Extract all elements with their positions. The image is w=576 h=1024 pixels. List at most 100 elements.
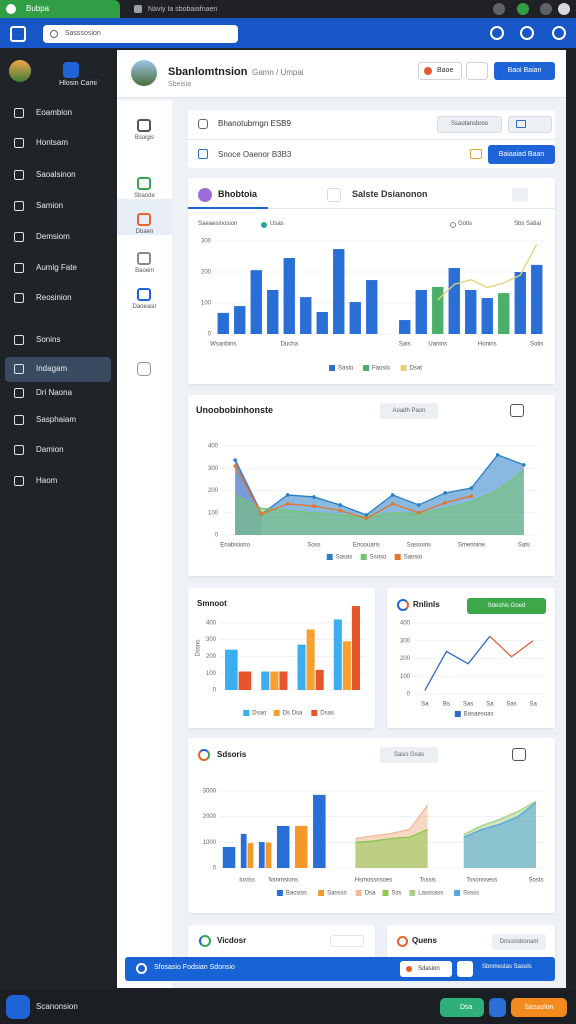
legend-label: Saosio (404, 555, 423, 561)
icon-button[interactable] (512, 188, 528, 202)
sidebar-item[interactable]: Hontsam (36, 138, 69, 147)
subnav-label[interactable]: Dbaen (135, 229, 154, 235)
window-icon[interactable] (493, 3, 505, 15)
primary-button[interactable]: Baoi Baian (494, 62, 555, 80)
banner-button[interactable]: Sdasion (400, 961, 452, 977)
taskbar-label[interactable]: Scanonsion (36, 1002, 78, 1011)
bar (351, 606, 360, 690)
x-tick-label: Sa (421, 702, 429, 708)
bar (465, 289, 477, 334)
search-input[interactable]: Sasssosion (43, 25, 238, 43)
x-tick-label: Tsssis (419, 878, 435, 884)
icon-button[interactable] (533, 188, 545, 202)
sidebar-item[interactable]: Dri Naona (36, 388, 73, 397)
secondary-button[interactable]: Baoe (418, 62, 462, 80)
sidebar-icon (14, 108, 24, 118)
filter-dropdown[interactable] (508, 116, 552, 133)
tab[interactable]: Naviy Ia sbobaiafnaen (148, 6, 218, 13)
line (463, 802, 537, 838)
x-tick-label: Honins (478, 342, 497, 348)
toolbar-icon[interactable] (490, 26, 504, 40)
icon-button[interactable] (466, 62, 488, 80)
bar (342, 641, 351, 690)
filter-button[interactable]: Ssaotansbroo (437, 116, 502, 133)
subnav-icon[interactable] (137, 362, 151, 376)
taskbar-app[interactable] (6, 995, 30, 1019)
sidebar-item[interactable]: Saoalsinon (36, 170, 76, 179)
profile-avatar[interactable] (9, 60, 31, 82)
tab-icon (134, 5, 142, 13)
panel-tab[interactable]: Salste Dsianonon (352, 189, 428, 199)
toolbar-icon[interactable] (520, 26, 534, 40)
taskbar-button[interactable] (489, 998, 506, 1017)
legend-swatch (329, 365, 335, 371)
action-button[interactable]: Sasis Gsas (380, 747, 438, 763)
subnav-icon[interactable] (137, 177, 151, 190)
toolbar-icon[interactable] (552, 26, 566, 40)
subnav-label[interactable]: Bsoigis (134, 135, 155, 141)
nav-button[interactable] (327, 188, 341, 202)
point (285, 502, 290, 506)
sidebar-item[interactable]: Reosinion (36, 293, 72, 302)
icon-button[interactable] (457, 961, 473, 977)
bar (234, 306, 246, 334)
legend-label: Sasas (336, 555, 353, 561)
sidebar-item[interactable]: Samion (36, 201, 64, 210)
x-tick-label: Sas (463, 702, 473, 708)
line (424, 635, 491, 691)
app-logo[interactable] (10, 26, 26, 42)
sidebar-item[interactable]: Indagam (36, 364, 68, 373)
x-tick-label: Sa (529, 702, 537, 708)
window-icon[interactable] (517, 3, 529, 15)
icon-button[interactable] (512, 748, 526, 761)
point (417, 510, 421, 515)
legend-swatch (355, 890, 362, 896)
filter-button[interactable]: Baiaaiad Baan (488, 145, 555, 164)
action-button[interactable]: Dnsoosbonam (492, 934, 546, 950)
bar (250, 270, 262, 334)
sidebar-item[interactable]: Damion (36, 445, 64, 454)
sidebar-item[interactable]: Aumig Fate (36, 263, 77, 272)
subnav-icon[interactable] (137, 252, 151, 265)
sidebar-item[interactable]: Demsiom (36, 232, 70, 241)
subnav-label[interactable]: Daoeasir (132, 304, 157, 310)
sidebar-item[interactable]: Sasphaiam (36, 415, 77, 424)
nav-button[interactable] (330, 935, 364, 947)
tab[interactable]: Bubpa (0, 0, 120, 18)
point (417, 503, 421, 507)
y-tick-label: 200 (400, 656, 411, 662)
sidebar-item[interactable]: Sonins (36, 335, 61, 344)
sidebar-item[interactable]: Haom (36, 476, 58, 485)
window-icon[interactable] (540, 3, 552, 15)
subnav-icon[interactable] (137, 119, 151, 132)
sidebar-item[interactable]: Eoambion (36, 108, 73, 117)
point (233, 458, 237, 462)
x-tick-label: Sa (486, 702, 494, 708)
subnav-label[interactable]: Sbaode (134, 193, 155, 199)
taskbar-button[interactable]: Sasaolon (511, 998, 567, 1017)
subnav-icon[interactable] (137, 288, 151, 301)
x-tick-label: Sosts (528, 878, 543, 884)
x-tick-label: Enabisiono (220, 543, 250, 549)
window-icon[interactable] (558, 3, 570, 15)
sidebar-icon (14, 415, 24, 425)
legend-label: Lasssass (418, 891, 443, 897)
banner-text: Sfosasio Fodsian Sdonsio (154, 964, 235, 971)
taskbar-button[interactable]: Dsa (440, 998, 484, 1017)
x-tick-label: Sas (506, 702, 516, 708)
banner-link[interactable]: Sbnmestas Sasols (482, 964, 532, 970)
legend-swatch (394, 554, 401, 560)
breadcrumb[interactable]: Gamn / Umpai (252, 68, 304, 77)
subnav-icon[interactable] (137, 213, 151, 226)
icon-button[interactable] (533, 404, 543, 417)
filter-divider (188, 139, 555, 140)
point (338, 503, 342, 507)
filter-icon (198, 119, 208, 129)
point (495, 453, 500, 457)
icon-button[interactable] (510, 404, 524, 417)
action-button[interactable]: Sdeshis Goed (467, 598, 546, 614)
panel-title: Sdsoris (217, 750, 247, 759)
y-tick-label: 300 (201, 239, 212, 245)
action-button[interactable]: Aoadh Paon (380, 403, 438, 419)
subnav-label[interactable]: Baoein (135, 268, 154, 274)
